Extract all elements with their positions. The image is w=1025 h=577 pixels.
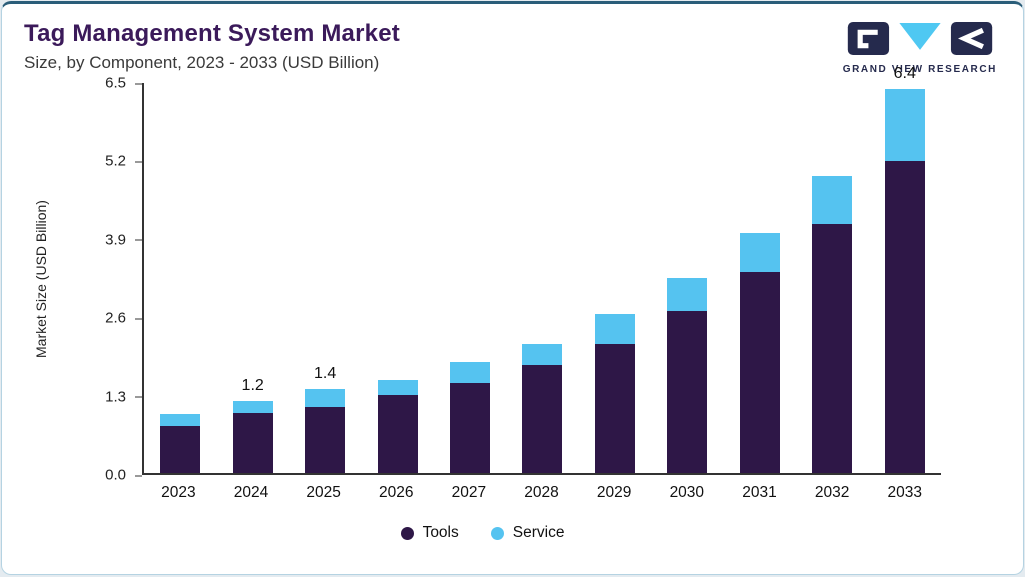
bar-segment-tools-2024 <box>232 413 273 473</box>
bar-group-2029 <box>579 83 651 473</box>
bar-segment-service-2029 <box>594 314 635 344</box>
bar-value-label-2033: 6.4 <box>893 65 916 82</box>
bar-segment-tools-2027 <box>450 383 491 473</box>
legend-label-tools: Tools <box>422 524 459 541</box>
x-label-2032: 2032 <box>814 484 850 501</box>
bar-2030 <box>667 278 708 473</box>
bar-2033 <box>884 89 925 473</box>
bar-segment-service-2027 <box>450 362 491 383</box>
bar-2032 <box>812 176 853 473</box>
legend-label-service: Service <box>512 524 565 541</box>
x-label-2027: 2027 <box>451 484 487 501</box>
y-tick-1.3: 1.3 <box>105 388 142 406</box>
bar-group-2033: 6.4 <box>869 66 941 473</box>
bar-segment-tools-2032 <box>812 224 853 473</box>
y-tick-5.2: 5.2 <box>105 152 142 170</box>
gvr-logo: GRAND VIEW RESEARCH <box>843 20 997 75</box>
bar-2025 <box>305 389 346 473</box>
y-tick-0.0: 0.0 <box>105 466 142 484</box>
bar-segment-tools-2025 <box>305 407 346 473</box>
gvr-logo-mark <box>847 22 993 55</box>
legend-item-service: Service <box>490 524 565 542</box>
bar-segment-service-2030 <box>667 278 708 311</box>
y-tick-3.9: 3.9 <box>105 231 142 249</box>
bar-2031 <box>739 233 780 473</box>
legend-dot-service <box>490 526 504 540</box>
x-label-2024: 2024 <box>233 484 269 501</box>
bar-segment-tools-2026 <box>377 395 418 473</box>
legend-item-tools: Tools <box>400 524 459 542</box>
gvr-logo-text: GRAND VIEW RESEARCH <box>842 64 997 75</box>
bar-segment-service-2026 <box>377 380 418 395</box>
bar-group-2025: 1.4 <box>289 83 361 473</box>
y-axis-ticks: 0.0 1.3 2.6 3.9 5.2 6.5 <box>58 76 142 483</box>
page-subtitle: Size, by Component, 2023 - 2033 (USD Bil… <box>24 53 380 72</box>
bar-segment-service-2024 <box>232 401 273 413</box>
x-label-2026: 2026 <box>379 484 414 501</box>
bar-value-label-2025: 1.4 <box>314 365 337 382</box>
titles: Tag Management System Market Size, by Co… <box>24 20 400 73</box>
x-label-2023: 2023 <box>161 484 196 501</box>
x-label-2031: 2031 <box>742 484 777 501</box>
x-label-2030: 2030 <box>669 484 705 501</box>
bar-segment-tools-2029 <box>594 343 635 473</box>
bar-2027 <box>450 362 491 473</box>
x-label-2028: 2028 <box>524 484 559 501</box>
bar-segment-tools-2030 <box>667 311 708 473</box>
bar-group-2031 <box>724 83 796 473</box>
bar-group-2032 <box>796 83 868 473</box>
y-tick-2.6: 2.6 <box>105 309 142 327</box>
y-tick-6.5: 6.5 <box>105 74 142 92</box>
bar-group-2024: 1.2 <box>216 83 288 473</box>
bar-segment-tools-2028 <box>522 365 563 473</box>
legend: Tools Service <box>24 509 941 549</box>
bar-2026 <box>377 380 418 473</box>
bar-2023 <box>160 414 201 473</box>
bar-segment-service-2028 <box>522 344 563 365</box>
bar-group-2026 <box>361 83 433 473</box>
bar-segment-service-2031 <box>739 233 780 272</box>
legend-dot-tools <box>400 526 414 540</box>
bar-group-2028 <box>506 83 578 473</box>
x-label-2029: 2029 <box>596 484 632 501</box>
bar-group-2023 <box>144 83 216 473</box>
bar-segment-service-2023 <box>160 414 201 427</box>
bar-segment-service-2033 <box>884 89 925 161</box>
bar-segment-tools-2031 <box>739 272 780 473</box>
bar-segment-service-2025 <box>305 389 346 407</box>
bar-segment-service-2032 <box>812 176 853 224</box>
bar-value-label-2024: 1.2 <box>241 377 264 394</box>
page-title: Tag Management System Market <box>24 20 400 47</box>
x-label-2025: 2025 <box>306 484 341 501</box>
bar-2028 <box>522 344 563 473</box>
y-axis-title: Market Size (USD Billion) <box>33 200 49 358</box>
plot-area: 1.2 1.4 6.4 <box>142 66 941 475</box>
header: Tag Management System Market Size, by Co… <box>2 4 1023 75</box>
bar-segment-tools-2023 <box>160 426 201 473</box>
bar-group-2030 <box>651 83 723 473</box>
bar-group-2027 <box>434 83 506 473</box>
bar-2024 <box>232 401 273 473</box>
x-axis-labels: 2023 2024 2025 2026 2027 2028 2029 2030 2031 2032… <box>142 475 941 509</box>
chart: Market Size (USD Billion) 0.0 1.3 2.6 3.9 5.… <box>24 66 941 549</box>
bar-2029 <box>594 314 635 473</box>
bar-segment-tools-2033 <box>884 161 925 473</box>
x-label-2033: 2033 <box>887 484 922 501</box>
